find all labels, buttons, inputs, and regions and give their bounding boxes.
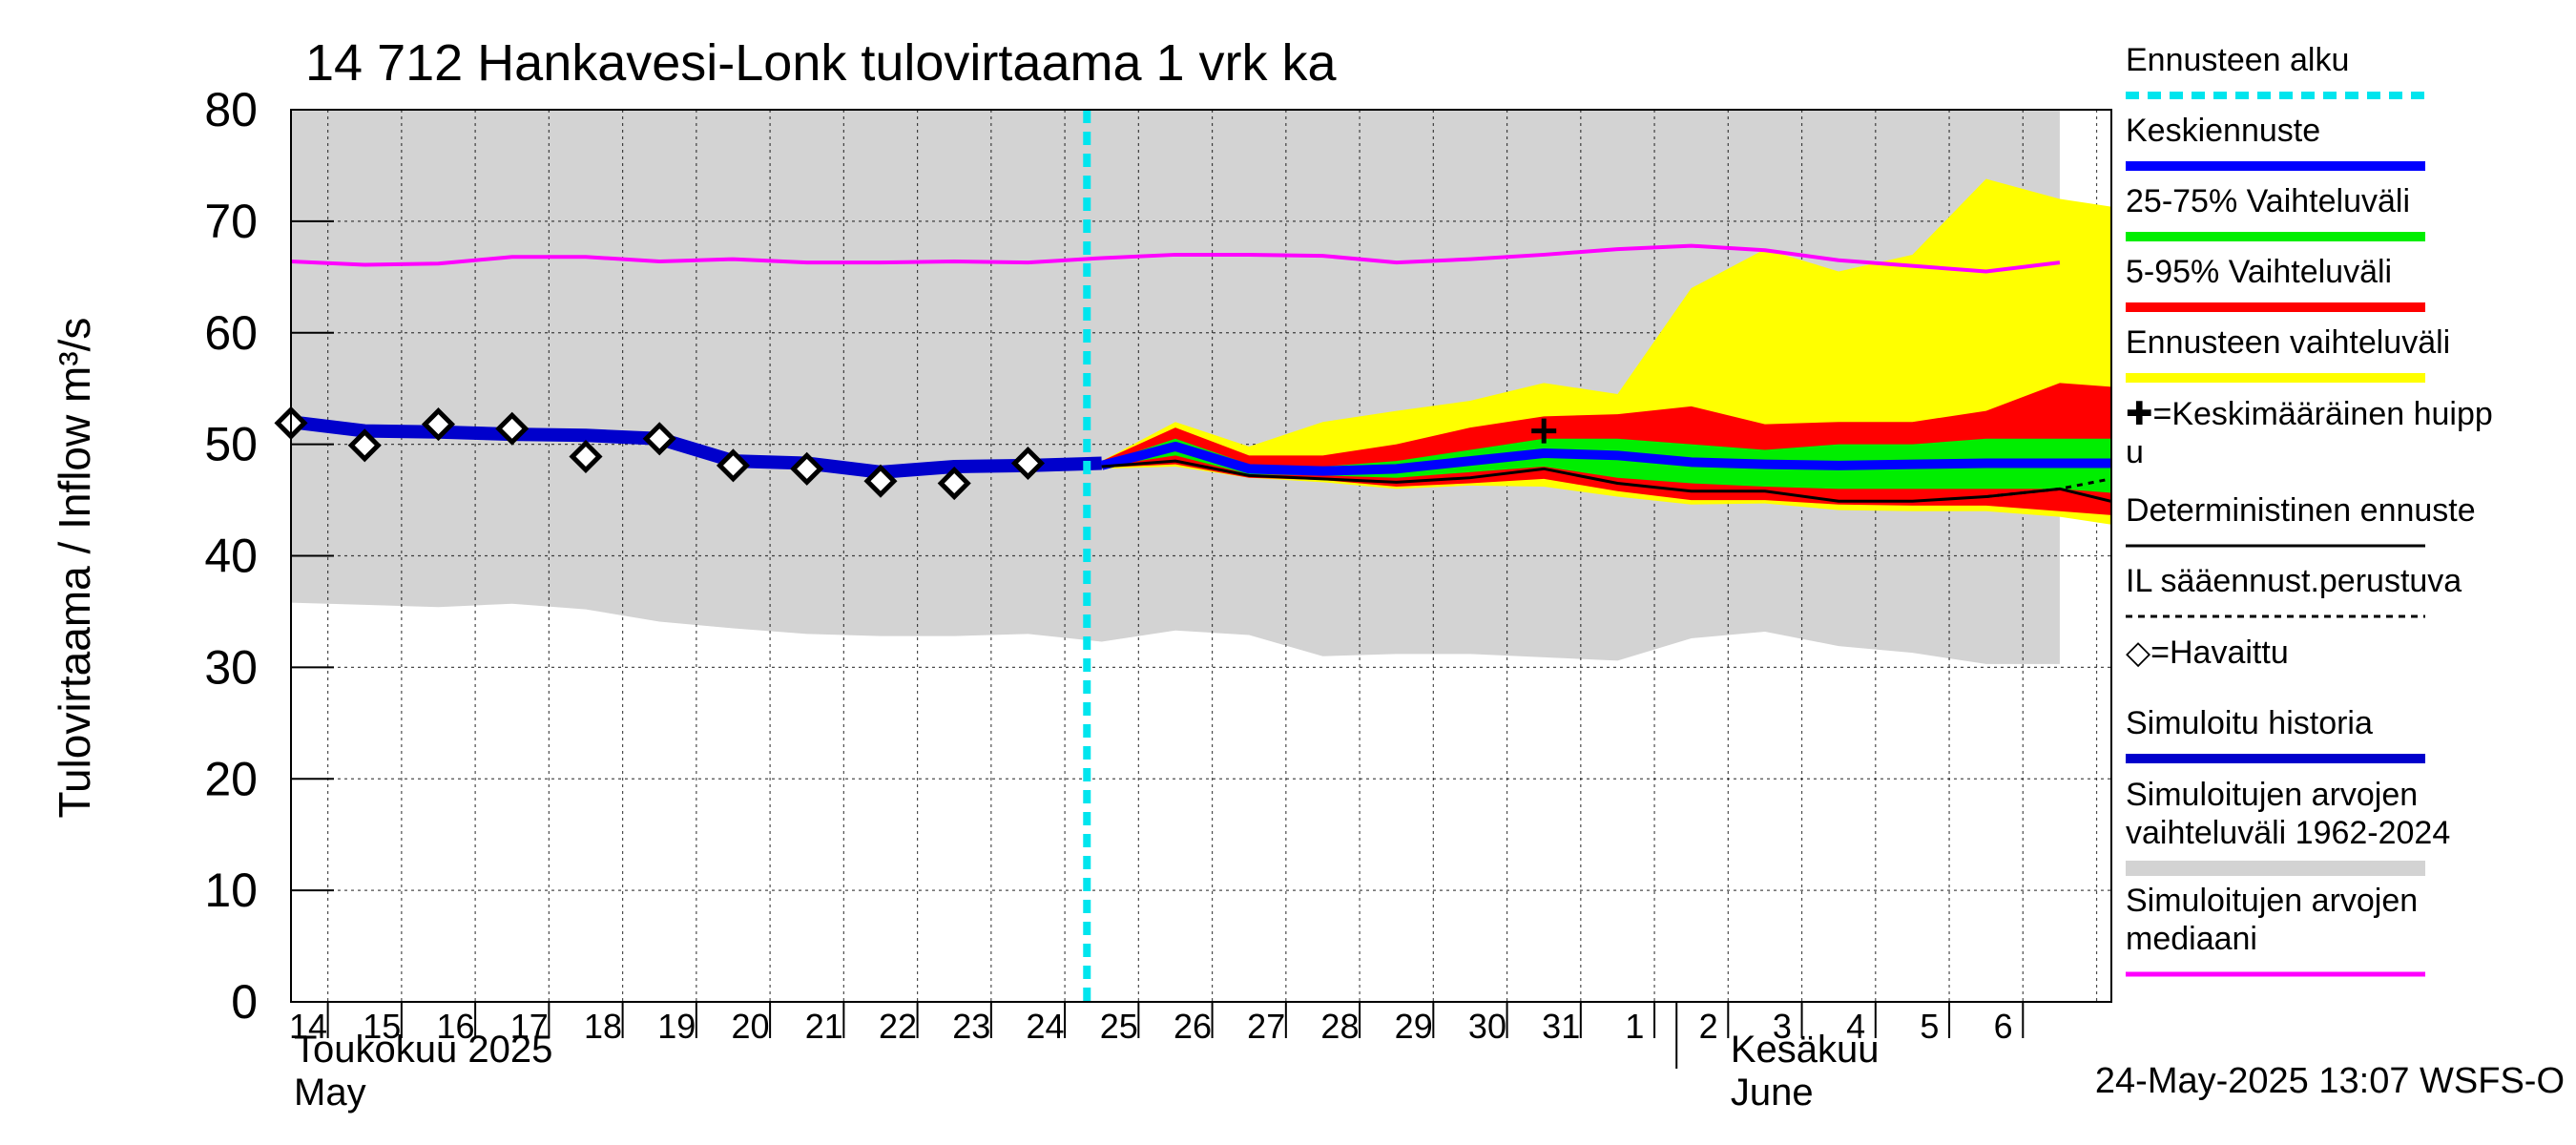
plot-series (291, 110, 2111, 1002)
mean-forecast-line (1100, 441, 2111, 476)
x-tick-label: 4 (1846, 1007, 1865, 1046)
observed-point (421, 407, 456, 442)
y-tick-label: 50 (204, 418, 258, 471)
legend-label: Simuloitu historia (2126, 705, 2373, 741)
observed-point (1010, 446, 1046, 481)
x-tick-label: 29 (1395, 1007, 1433, 1046)
legend-label: ✚=Keskimääräinen huipp (2126, 396, 2493, 432)
x-tick-label: 31 (1542, 1007, 1580, 1046)
y-tick-label: 30 (204, 640, 258, 694)
legend: Ennusteen alku Keskiennuste 25-75% Vaihtel… (2126, 42, 2493, 977)
month-label: Toukokuu 2025 (294, 1029, 552, 1071)
x-tick-label: 25 (1100, 1007, 1138, 1046)
deterministic-line (1101, 459, 2111, 504)
y-tick-label: 0 (231, 975, 258, 1029)
simulated-median-line (291, 243, 2061, 274)
legend-label: Keskiennuste (2126, 113, 2320, 149)
x-tick-label: 2 (1699, 1007, 1718, 1046)
legend-label: u (2126, 434, 2144, 470)
x-tick-label: 27 (1247, 1007, 1285, 1046)
x-tick-label: 19 (657, 1007, 696, 1046)
x-tick-label: 15 (363, 1007, 401, 1046)
month-label: Kesäkuu (1731, 1029, 1880, 1071)
x-tick-label: 20 (731, 1007, 769, 1046)
mean-peak-marker (1531, 418, 1557, 444)
y-tick-label: 70 (204, 195, 258, 248)
y-axis-label: Tulovirtaama / Inflow m³/s (50, 318, 99, 819)
x-tick-label: 26 (1174, 1007, 1212, 1046)
observed-point (716, 448, 751, 483)
il-weather-line (1985, 477, 2111, 499)
observed-point (642, 422, 676, 456)
x-tick-label: 14 (289, 1007, 327, 1046)
x-tick-label: 23 (952, 1007, 990, 1046)
observed-point (863, 464, 898, 498)
x-tick-label: 30 (1468, 1007, 1506, 1046)
legend-label: Deterministinen ennuste (2126, 492, 2476, 529)
x-tick-label: 5 (1920, 1007, 1939, 1046)
x-tick-label: 3 (1773, 1007, 1792, 1046)
legend-label: 5-95% Vaihteluväli (2126, 254, 2392, 290)
legend-label: 25-75% Vaihteluväli (2126, 183, 2410, 219)
x-tick-label: 21 (805, 1007, 843, 1046)
y-tick-label: 40 (204, 530, 258, 583)
y-tick-label: 80 (204, 83, 258, 136)
legend-label: vaihteluväli 1962-2024 (2126, 815, 2450, 851)
simulated-history-line (291, 415, 1102, 479)
legend-label: Ennusteen vaihteluväli (2126, 324, 2450, 361)
y-tick-label: 20 (204, 752, 258, 805)
legend-label: mediaani (2126, 921, 2257, 957)
chart-title: 14 712 Hankavesi-Lonk tulovirtaama 1 vrk… (305, 34, 1338, 92)
x-tick-label: 22 (879, 1007, 917, 1046)
observed-point (569, 439, 603, 474)
observed-point (347, 428, 382, 463)
observed-point (495, 411, 530, 446)
x-tick-label: 16 (436, 1007, 474, 1046)
y-tick-label: 60 (204, 306, 258, 360)
month-label: June (1731, 1072, 1814, 1114)
timestamp: 24-May-2025 13:07 WSFS-O (2095, 1061, 2565, 1101)
y-tick-label: 10 (204, 864, 258, 917)
x-tick-label: 17 (510, 1007, 549, 1046)
observed-point (790, 451, 824, 486)
legend-label: Simuloitujen arvojen (2126, 777, 2418, 813)
x-tick-label: 18 (584, 1007, 622, 1046)
p25-75-band (1101, 438, 2111, 493)
plot-area (274, 110, 2111, 1002)
month-label: May (294, 1072, 366, 1114)
legend-label: Simuloitujen arvojen (2126, 883, 2418, 919)
observed-point (937, 466, 971, 501)
legend-label: IL sääennust.perustuva (2126, 563, 2462, 599)
legend-label: ◇=Havaittu (2126, 635, 2289, 671)
x-tick-label: 1 (1625, 1007, 1644, 1046)
x-tick-label: 6 (1994, 1007, 2013, 1046)
legend-label: Ennusteen alku (2126, 42, 2349, 78)
x-tick-label: 28 (1320, 1007, 1359, 1046)
x-tick-label: 24 (1026, 1007, 1064, 1046)
